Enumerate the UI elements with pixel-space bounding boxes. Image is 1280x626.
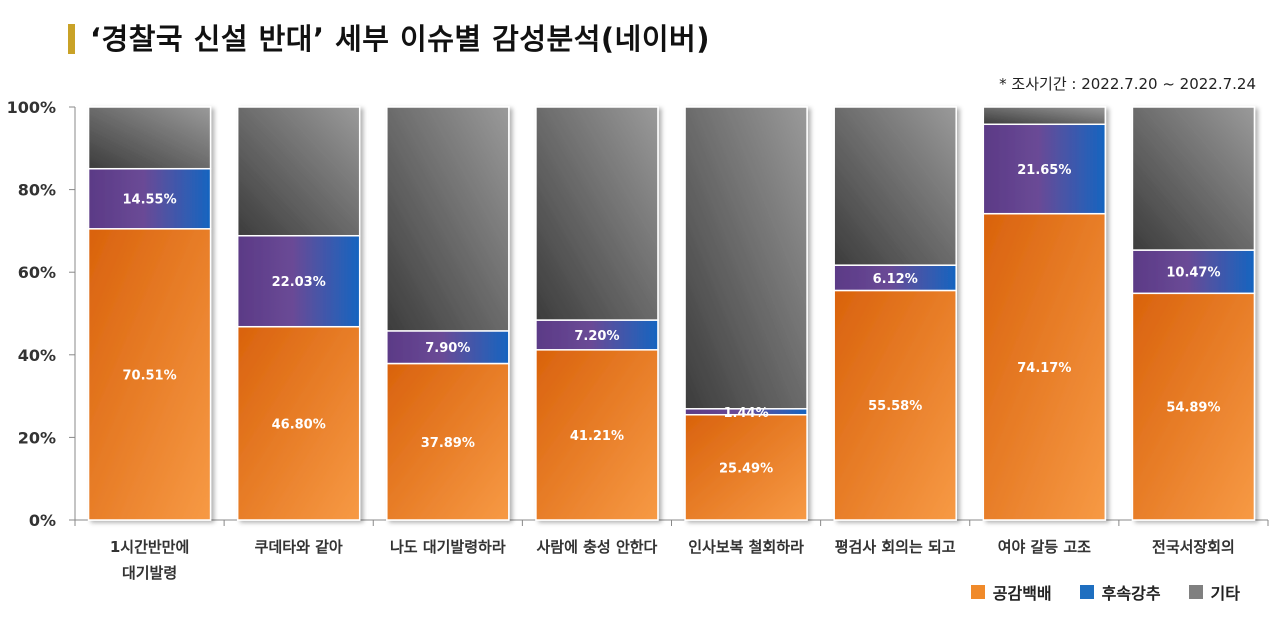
bar-stack [236,106,361,521]
data-label-empathy: 70.51% [122,368,176,383]
y-tick-label: 40% [18,346,56,365]
data-label-followup: 21.65% [1017,163,1071,178]
y-tick-label: 100% [7,98,56,117]
x-tick-label: 나도 대기발령하라 [390,538,506,556]
data-label-followup: 14.55% [122,193,176,208]
bar-segment-empathy [833,289,957,521]
bar-stack [833,106,957,521]
data-label-followup: 6.12% [873,272,918,287]
legend-label-followup: 후속강추 [1101,584,1161,603]
y-tick-label: 0% [29,511,56,530]
chart-legend: 공감백배 후속강추 기타 [970,580,1240,604]
bar-stack [684,106,808,521]
bar-segment-other [982,106,1107,126]
legend-swatch-empathy [970,585,985,599]
bar-segment-other [87,106,212,170]
x-tick-label: 대기발령 [122,564,177,582]
data-label-empathy: 54.89% [1166,401,1220,416]
data-label-followup: 1.44% [724,406,769,421]
legend-item-empathy: 공감백배 [970,580,1052,604]
data-label-empathy: 41.21% [570,429,624,444]
bar-segment-empathy [1131,292,1256,521]
bar-segment-followup [833,264,957,292]
bar-segment-other [386,106,510,332]
title-accent-bar [68,24,75,54]
bar-segment-other [236,106,361,237]
bar-stack [1131,106,1256,521]
x-tick-label: 쿠데타와 같아 [255,538,343,556]
bar-segment-empathy [236,325,361,521]
data-label-empathy: 46.80% [272,417,326,432]
bar-segment-empathy [684,413,808,521]
legend-item-followup: 후속강추 [1079,580,1161,604]
data-label-followup: 10.47% [1166,266,1220,281]
y-tick-label: 20% [18,428,56,447]
bar-segment-empathy [87,228,212,521]
legend-swatch-other [1188,585,1203,599]
x-tick-label: 사람에 충성 안한다 [537,538,658,556]
data-label-empathy: 55.58% [868,399,922,414]
bar-segment-empathy [535,349,659,521]
data-label-empathy: 74.17% [1017,361,1071,376]
x-tick-label: 1시간반만에 [110,538,189,556]
bar-segment-empathy [386,362,510,521]
data-label-empathy: 25.49% [719,461,773,476]
data-label-followup: 7.20% [574,329,619,344]
y-tick-label: 60% [18,263,56,282]
data-label-followup: 22.03% [272,275,326,290]
legend-swatch-followup [1079,585,1094,599]
data-label-followup: 7.90% [425,341,470,356]
bar-segment-other [1131,106,1256,251]
x-tick-label: 평검사 회의는 되고 [835,538,956,556]
x-tick-label: 여야 갈등 고조 [998,538,1091,556]
legend-label-empathy: 공감백배 [992,584,1052,603]
bar-segment-other [684,106,808,410]
bar-segment-other [535,106,659,321]
bar-stack [386,106,510,521]
x-tick-label: 전국서장회의 [1152,538,1235,556]
bar-segment-other [833,106,957,266]
bar-stack [87,106,212,521]
bar-stack [535,106,659,521]
bar-segment-followup [386,330,510,365]
bar-segment-followup [1131,249,1256,295]
bar-segment-followup [982,123,1107,215]
bar-stack [982,106,1107,521]
legend-item-other: 기타 [1188,580,1240,604]
bar-segment-empathy [982,212,1107,521]
bar-segment-followup [87,167,212,230]
x-tick-label: 인사보복 철회하라 [688,538,804,556]
chart-title: ‘경찰국 신설 반대’ 세부 이슈별 감성분석(네이버) [90,22,710,56]
data-label-empathy: 37.89% [421,436,475,451]
survey-period: * 조사기간 : 2022.7.20 ~ 2022.7.24 [999,75,1256,93]
y-tick-label: 80% [18,181,56,200]
legend-label-other: 기타 [1210,584,1240,603]
